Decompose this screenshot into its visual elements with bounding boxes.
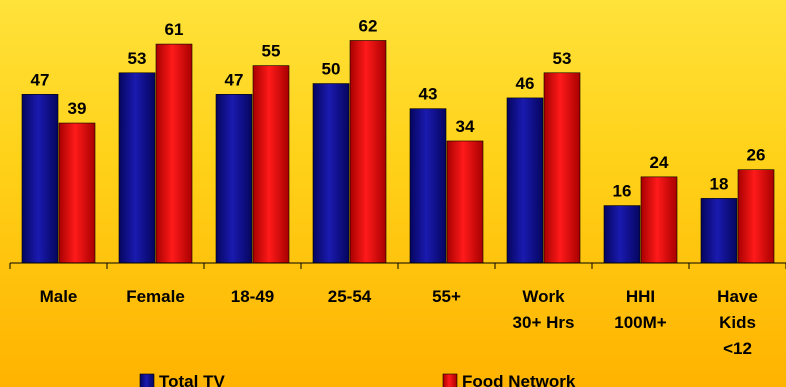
category-label: 25-54 [328,287,372,306]
data-label: 26 [747,146,766,165]
category-label: Have [717,287,758,306]
bar-food-network [252,65,290,264]
bar-food-network [446,140,484,264]
data-label: 47 [225,70,244,89]
bar-total-tv [409,108,447,264]
bar-total-tv [506,97,544,264]
data-label: 53 [553,49,572,68]
data-label: 61 [165,20,184,39]
category-label: Work [522,287,565,306]
legend: Total TV Food Network [139,372,576,387]
legend-swatch [139,373,155,387]
value-labels-group: 47 39 53 61 47 55 50 62 43 34 46 53 16 24 18 26 [31,16,766,200]
category-label: HHI [626,287,655,306]
category-label: <12 [723,339,752,358]
bar-food-network [640,176,678,264]
bar-total-tv [603,205,641,264]
bars-group [21,40,775,264]
data-label: 47 [31,70,50,89]
category-label: Female [126,287,185,306]
category-label: 30+ Hrs [513,313,575,332]
bar-food-network [155,43,193,264]
data-label: 18 [710,174,729,193]
bar-total-tv [118,72,156,264]
category-labels-group: Male Female 18-49 25-54 55+ Work 30+ Hrs HHI 100… [40,287,758,358]
bar-food-network [737,169,775,264]
bar-food-network [58,122,96,264]
x-axis [9,262,786,269]
category-label: 100M+ [614,313,667,332]
category-label: Kids [719,313,756,332]
bar-total-tv [312,83,350,264]
data-label: 55 [262,42,281,61]
bar-food-network [349,40,387,264]
data-label: 16 [613,182,632,201]
data-label: 24 [650,153,669,172]
data-label: 39 [68,99,87,118]
legend-label: Food Network [462,372,576,387]
category-label: Male [40,287,78,306]
bar-food-network [543,72,581,264]
bar-total-tv [700,198,738,264]
legend-label: Total TV [159,372,225,387]
legend-swatch [442,373,458,387]
bar-total-tv [215,94,253,264]
data-label: 34 [456,117,475,136]
data-label: 53 [128,49,147,68]
data-label: 50 [322,60,341,79]
data-label: 43 [419,85,438,104]
bar-total-tv [21,94,59,264]
data-label: 46 [516,74,535,93]
data-label: 62 [359,16,378,35]
category-label: 55+ [432,287,461,306]
category-label: 18-49 [231,287,274,306]
